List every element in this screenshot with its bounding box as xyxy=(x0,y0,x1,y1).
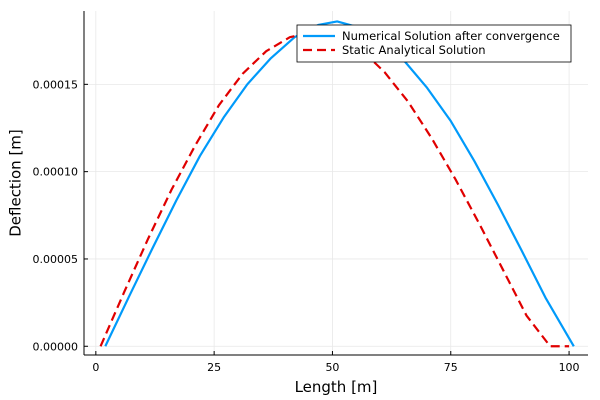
series-layer xyxy=(99,20,575,348)
y-tick-label: 0.00000 xyxy=(33,340,79,353)
x-axis-label: Length [m] xyxy=(295,378,378,396)
legend-label-analytical: Static Analytical Solution xyxy=(342,43,486,57)
y-tick-label: 0.00015 xyxy=(33,78,79,91)
x-tick-label: 50 xyxy=(325,361,339,374)
analytical-solution-line xyxy=(99,30,570,348)
y-ticks: 0.00000 0.00005 0.00010 0.00015 xyxy=(33,78,88,353)
x-tick-label: 25 xyxy=(207,361,221,374)
numerical-solution-line xyxy=(104,20,575,347)
x-tick-label: 75 xyxy=(444,361,458,374)
y-tick-label: 0.00005 xyxy=(33,253,79,266)
y-tick-label: 0.00010 xyxy=(33,166,79,179)
legend: Numerical Solution after convergence Sta… xyxy=(296,24,572,63)
legend-label-numerical: Numerical Solution after convergence xyxy=(342,29,560,43)
x-tick-label: 0 xyxy=(92,361,99,374)
x-tick-label: 100 xyxy=(559,361,580,374)
y-axis-label: Deflection [m] xyxy=(7,129,25,237)
x-ticks: 0 25 50 75 100 xyxy=(92,351,580,374)
legend-box xyxy=(296,24,572,63)
grid xyxy=(84,11,588,355)
